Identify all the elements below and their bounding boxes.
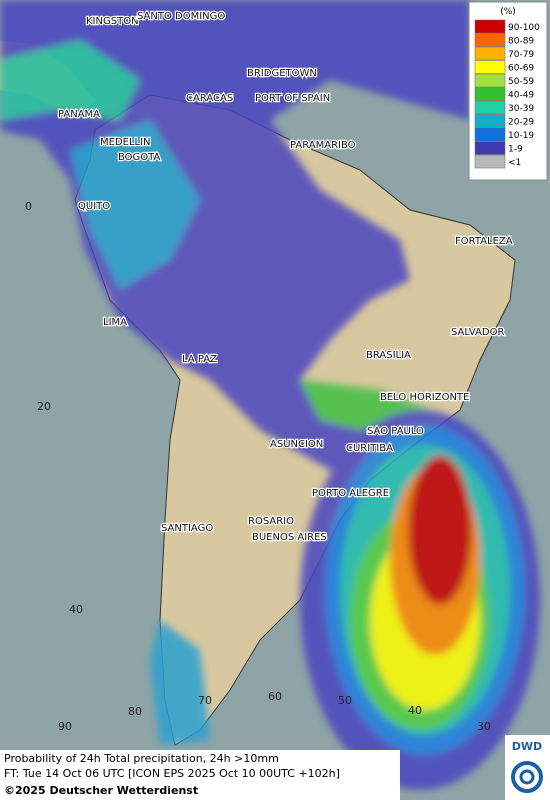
city-label: PANAMA [58,109,100,120]
city-label: CURITIBA [346,443,393,454]
legend-swatch [474,60,506,74]
longitude-label: 40 [408,704,422,717]
city-label: BRIDGETOWN [247,68,317,79]
logo-icon [519,769,535,785]
city-label: BOGOTA [118,152,161,163]
legend-swatch [474,114,506,128]
legend-swatch [474,154,506,169]
legend-label: 20-29 [508,118,534,128]
legend-swatch [474,19,506,34]
legend-label: 10-19 [508,131,534,141]
city-label: QUITO [78,201,110,212]
legend-swatch [474,87,506,101]
legend-label: 50-59 [508,77,534,87]
city-label: KINGSTON [86,16,139,27]
legend-swatch [474,73,506,88]
legend-label: <1 [508,158,521,168]
legend-swatch [474,33,506,47]
city-label: PORT OF SPAIN [255,93,330,104]
city-label: SALVADOR [451,327,504,338]
longitude-label: 30 [477,720,491,733]
latitude-label: 40 [69,603,83,616]
city-label: LIMA [103,317,127,328]
legend-title: (%) [500,7,516,17]
precip-area [150,620,210,745]
footer-line: Probability of 24h Total precipitation, … [4,752,279,765]
legend-swatch [474,141,506,155]
logo-text: DWD [512,740,542,753]
city-label: CARACAS [186,93,233,104]
legend-label: 90-100 [508,23,540,33]
city-label: FORTALEZA [455,236,513,247]
precip-area [408,455,472,605]
logo-icon [511,761,543,793]
legend-label: 30-39 [508,104,534,114]
legend-swatch [474,100,506,115]
legend-label: 60-69 [508,64,534,74]
longitude-label: 80 [128,705,142,718]
city-label: ASUNCION [270,439,323,450]
grid-labels: 0 20 40 90 80 70 60 50 40 30 [25,200,491,733]
city-label: ROSARIO [248,516,294,527]
longitude-label: 50 [338,694,352,707]
city-label: LA PAZ [182,354,217,365]
legend-swatch [474,46,506,61]
footer-box [0,750,400,800]
latitude-label: 0 [25,200,32,213]
city-label: BRASILIA [366,350,411,361]
city-label: BELO HORIZONTE [380,392,469,403]
longitude-label: 70 [198,694,212,707]
legend: 90-100 80-89 70-79 60-69 50-59 40-49 30-39 20-2… [474,19,540,169]
precip-area [70,120,200,290]
footer-line: ©2025 Deutscher Wetterdienst [4,784,198,797]
longitude-label: 90 [58,720,72,733]
legend-label: 1-9 [508,145,523,155]
city-label: SANTO DOMINGO [137,11,225,22]
precip-area [0,40,140,120]
footer-line: FT: Tue 14 Oct 06 UTC [ICON EPS 2025 Oct… [4,767,340,780]
city-label: PORTO ALEGRE [312,488,389,499]
city-label: SAO PAULO [367,426,424,437]
latitude-label: 20 [37,400,51,413]
legend-swatch [474,127,506,142]
legend-label: 40-49 [508,91,534,101]
longitude-label: 60 [268,690,282,703]
city-label: SANTIAGO [161,523,213,534]
precipitation [0,0,540,790]
legend-label: 70-79 [508,50,534,60]
city-label: PARAMARIBO [290,140,356,151]
city-label: MEDELLIN [100,137,151,148]
legend-label: 80-89 [508,37,534,47]
city-label: BUENOS AIRES [252,532,327,543]
